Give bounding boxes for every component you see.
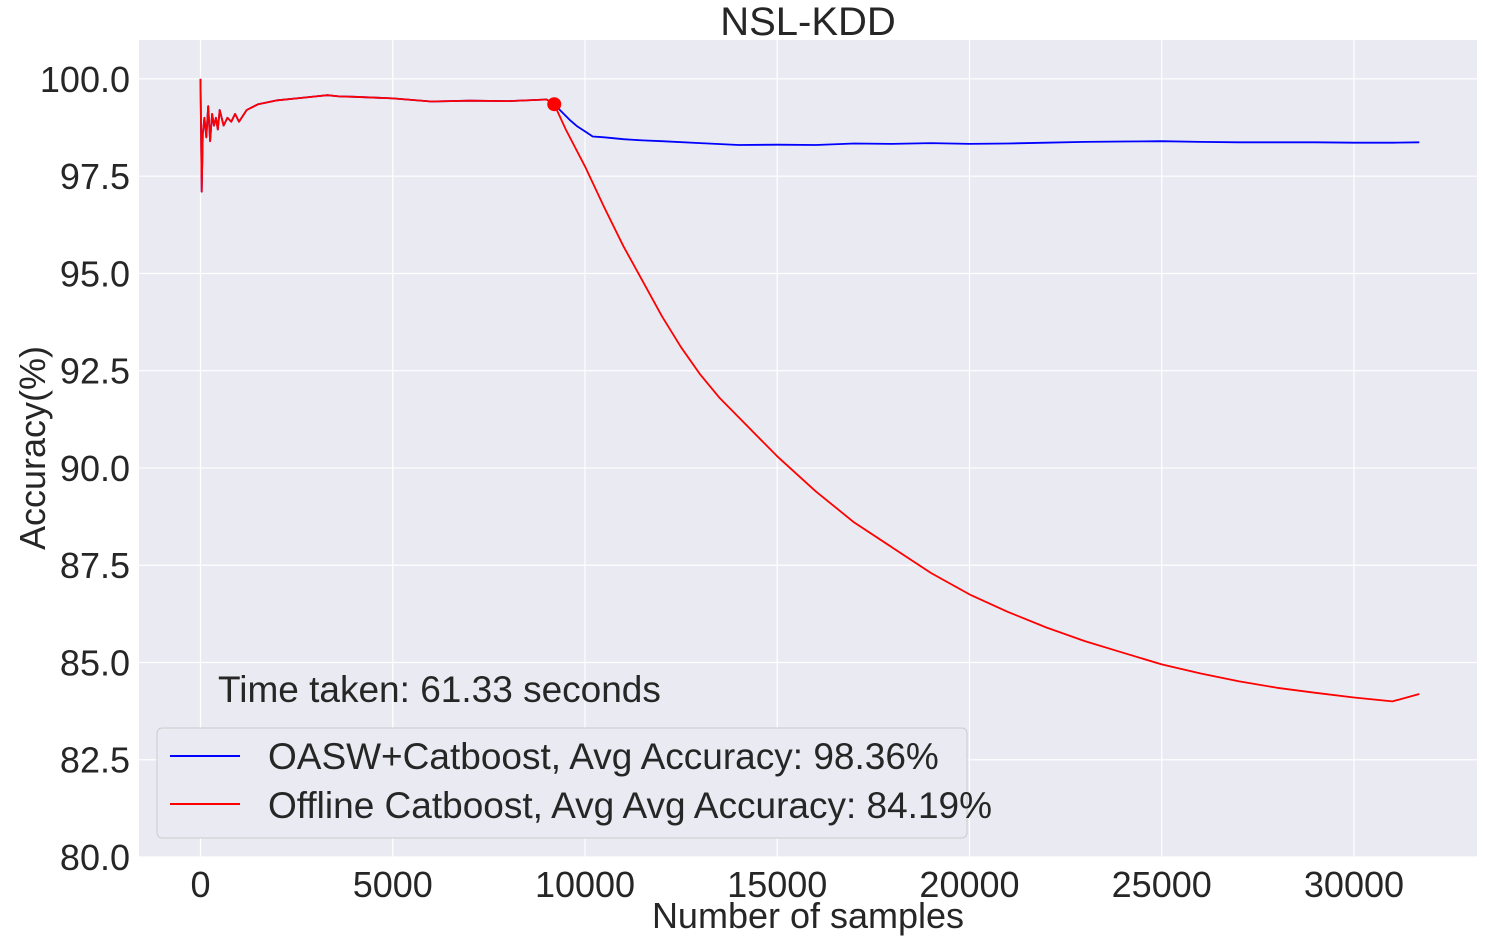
x-tick-label: 15000	[727, 864, 827, 905]
x-tick-label: 20000	[919, 864, 1019, 905]
y-tick-label: 97.5	[60, 156, 130, 197]
series-line-1	[199, 78, 1420, 703]
x-tick-label: 25000	[1112, 864, 1212, 905]
y-tick-label: 87.5	[60, 545, 130, 586]
y-tick-labels: 80.0 82.5 85.0 87.5 90.0 92.5 95.0 97.5 100.0	[40, 59, 130, 878]
y-tick-label: 90.0	[60, 448, 130, 489]
y-tick-label: 95.0	[60, 253, 130, 294]
y-tick-label: 80.0	[60, 837, 130, 878]
legend-label-offline: Offline Catboost, Avg Avg Accuracy: 84.1…	[268, 785, 992, 826]
time-annotation: Time taken: 61.33 seconds	[218, 669, 661, 710]
chart-title: NSL-KDD	[720, 0, 896, 44]
y-tick-label: 92.5	[60, 351, 130, 392]
x-axis-label: Number of samples	[652, 895, 964, 936]
drift-point-marker	[547, 97, 562, 112]
legend-box	[156, 727, 968, 839]
y-axis-label: Accuracy(%)	[12, 346, 53, 550]
x-tick-label: 30000	[1304, 864, 1404, 905]
y-tick-label: 82.5	[60, 740, 130, 781]
x-tick-label: 5000	[353, 864, 433, 905]
x-tick-label: 10000	[535, 864, 635, 905]
y-tick-label: 85.0	[60, 642, 130, 683]
legend-label-oasw: OASW+Catboost, Avg Accuracy: 98.36%	[268, 736, 939, 777]
y-tick-label: 100.0	[40, 59, 130, 100]
x-tick-label: 0	[191, 864, 211, 905]
x-tick-labels: 0 5000 10000 15000 20000 25000 30000	[191, 864, 1405, 905]
marker-layer	[547, 97, 562, 112]
legend: OASW+Catboost, Avg Accuracy: 98.36% Offl…	[156, 727, 992, 839]
